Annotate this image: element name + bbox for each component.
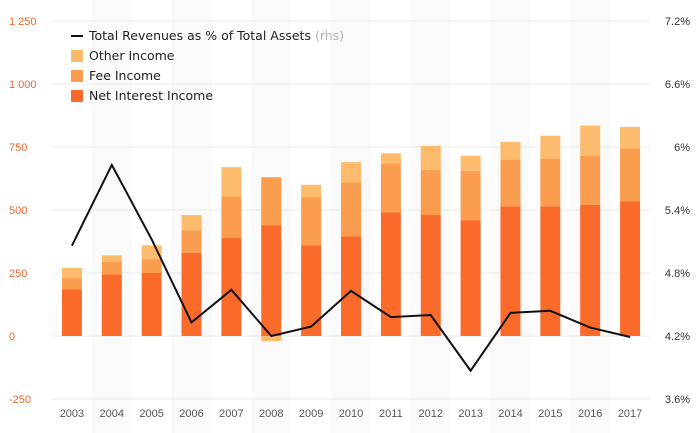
- x-tick-label-2014: 2014: [498, 408, 522, 420]
- left-tick-label: 1 000: [9, 79, 37, 91]
- bar-net-interest-income-2016: [580, 204, 601, 336]
- right-tick-label: 6%: [674, 142, 690, 154]
- x-tick-label-2010: 2010: [339, 408, 363, 420]
- bar-other-income-2014: [500, 141, 521, 160]
- x-tick-label-2009: 2009: [299, 408, 323, 420]
- legend: Total Revenues as % of Total Assets (rhs…: [71, 28, 344, 103]
- bar-fee-income-2003: [61, 278, 82, 290]
- x-tick-label-2008: 2008: [259, 408, 283, 420]
- legend-nii-swatch: [71, 90, 83, 102]
- line-total-revenues-pct: [71, 162, 631, 373]
- left-tick-label: 750: [9, 142, 27, 154]
- bar-other-income-2009: [301, 184, 322, 198]
- bar-net-interest-income-2003: [61, 289, 82, 336]
- left-tick-label: 500: [9, 205, 27, 217]
- bar-net-interest-income-2012: [420, 215, 441, 336]
- x-tick-label-2004: 2004: [100, 408, 124, 420]
- bar-fee-income-2005: [141, 259, 162, 273]
- bar-other-income-2006: [181, 215, 202, 231]
- x-tick-label-2011: 2011: [379, 408, 403, 420]
- bar-other-income-2017: [620, 126, 641, 149]
- right-tick-label: 6.6%: [665, 79, 690, 91]
- x-tick-label-2015: 2015: [538, 408, 562, 420]
- bar-fee-income-2013: [460, 170, 481, 221]
- bar-fee-income-2006: [181, 230, 202, 253]
- right-axis-ticks: 3.6% 4.2% 4.8% 5.4% 6% 6.6% 7.2%: [665, 16, 690, 406]
- bar-other-income-2013: [460, 155, 481, 171]
- bar-other-income-2004: [101, 255, 122, 262]
- x-tick-label-2003: 2003: [60, 408, 84, 420]
- bar-stacks: [61, 125, 641, 342]
- bar-net-interest-income-2017: [620, 201, 641, 336]
- bar-fee-income-2010: [341, 182, 361, 237]
- bar-other-income-2003: [61, 267, 82, 279]
- x-tick-label-2005: 2005: [139, 408, 163, 420]
- x-tick-label-2012: 2012: [418, 408, 442, 420]
- bar-net-interest-income-2008: [261, 225, 282, 336]
- right-tick-label: 4.8%: [665, 268, 690, 280]
- bar-net-interest-income-2011: [380, 212, 401, 336]
- legend-other-swatch: [71, 50, 83, 62]
- bar-net-interest-income-2006: [181, 252, 202, 336]
- bar-fee-income-2012: [420, 169, 441, 216]
- x-tick-label-2006: 2006: [179, 408, 203, 420]
- bar-net-interest-income-2004: [101, 274, 122, 336]
- x-axis-ticks: 2003 2004 2005 2006 2007 2008 2009 2010 2011 2012…: [60, 408, 643, 420]
- bar-fee-income-2007: [221, 196, 242, 238]
- bar-fee-income-2009: [301, 197, 322, 246]
- bar-other-income-2011: [380, 153, 401, 164]
- legend-other-label: Other Income: [89, 48, 175, 63]
- x-tick-label-2016: 2016: [578, 408, 602, 420]
- bar-other-income-2016: [580, 125, 601, 156]
- bar-other-income-2012: [420, 145, 441, 170]
- bar-other-income-2015: [540, 135, 561, 159]
- bar-net-interest-income-2009: [301, 245, 322, 336]
- left-axis-ticks: -250 0 250 500 750 1 000 1 250: [9, 16, 37, 406]
- revenue-ratio-line: [71, 162, 631, 373]
- right-tick-label: 5.4%: [665, 205, 690, 217]
- x-tick-label-2013: 2013: [458, 408, 482, 420]
- bar-fee-income-2014: [500, 159, 521, 207]
- bar-other-income-2010: [341, 162, 361, 183]
- bar-net-interest-income-2013: [460, 220, 481, 336]
- left-tick-label: 250: [9, 268, 27, 280]
- bar-other-income-2008: [261, 336, 282, 342]
- x-tick-label-2017: 2017: [618, 408, 642, 420]
- bar-net-interest-income-2015: [540, 206, 561, 336]
- right-tick-label: 7.2%: [665, 16, 690, 28]
- legend-fee-swatch: [71, 70, 83, 82]
- right-tick-label: 4.2%: [665, 331, 690, 343]
- right-tick-label: 3.6%: [665, 394, 690, 406]
- left-tick-label: 1 250: [9, 16, 37, 28]
- bar-fee-income-2015: [540, 158, 561, 207]
- bar-net-interest-income-2007: [221, 237, 242, 336]
- legend-nii-label: Net Interest Income: [89, 88, 213, 103]
- bar-fee-income-2008: [261, 177, 282, 226]
- bar-fee-income-2017: [620, 148, 641, 202]
- x-tick-label-2007: 2007: [219, 408, 243, 420]
- bar-fee-income-2016: [580, 155, 601, 205]
- bar-net-interest-income-2010: [341, 236, 361, 336]
- bar-net-interest-income-2005: [141, 273, 162, 336]
- legend-line-label: Total Revenues as % of Total Assets (rhs…: [88, 28, 344, 43]
- bar-fee-income-2011: [380, 163, 401, 213]
- legend-fee-label: Fee Income: [89, 68, 161, 83]
- left-tick-label: 0: [9, 331, 15, 343]
- bar-fee-income-2004: [101, 261, 122, 275]
- bar-net-interest-income-2014: [500, 206, 521, 336]
- band-2004: [91, 0, 132, 433]
- bar-other-income-2007: [221, 167, 242, 197]
- left-tick-label: -250: [9, 394, 31, 406]
